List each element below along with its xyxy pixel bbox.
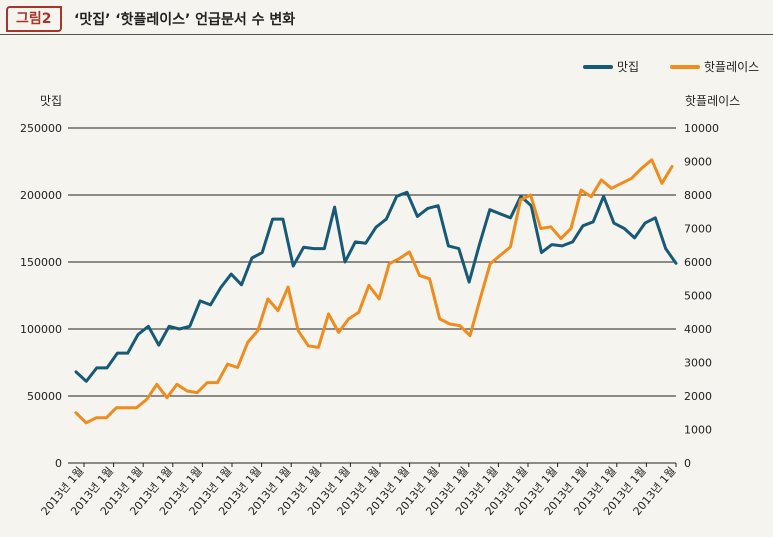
y-left-tick-label: 250000 [20, 122, 62, 135]
header-divider [0, 34, 773, 35]
y-left-tick-label: 0 [55, 457, 62, 470]
legend-item-hotplace: 핫플레이스 [670, 60, 759, 74]
legend-label: 맛집 [617, 60, 639, 74]
y-right-tick-label: 10000 [684, 122, 719, 135]
legend-label: 핫플레이스 [704, 60, 759, 74]
y-right-tick-label: 2000 [684, 390, 712, 403]
figure-header: 그림2 ‘맛집’ ‘핫플레이스’ 언급문서 수 변화 [0, 0, 773, 36]
y-right-tick-label: 1000 [684, 424, 712, 437]
y-axis-left-ticks: 250000 200000 150000 100000 50000 0 [20, 122, 62, 470]
y-axis-right-ticks: 1000090008000700060005000400030002000100… [684, 122, 719, 470]
series-lines [74, 158, 678, 425]
series-line-matjip [74, 190, 678, 383]
y-left-tick-label: 100000 [20, 323, 62, 336]
y-right-tick-label: 6000 [684, 256, 712, 269]
y-right-tick-label: 4000 [684, 323, 712, 336]
legend-item-matjip: 맛집 [583, 60, 639, 74]
gridlines [68, 127, 676, 464]
y-left-tick-label: 50000 [27, 390, 62, 403]
y-left-tick-label: 150000 [20, 256, 62, 269]
y-right-tick-label: 5000 [684, 290, 712, 303]
y-right-tick-label: 9000 [684, 156, 712, 169]
figure-number-label: 그림2 [6, 6, 62, 32]
y-left-tick-label: 200000 [20, 189, 62, 202]
figure-title: ‘맛집’ ‘핫플레이스’ 언급문서 수 변화 [74, 12, 296, 28]
y-right-tick-label: 3000 [684, 357, 712, 370]
y-right-tick-label: 7000 [684, 223, 712, 236]
legend: 맛집 핫플레이스 [583, 60, 759, 74]
y-right-tick-label: 0 [684, 457, 691, 470]
y-axis-right-title: 핫플레이스 [685, 94, 740, 108]
series-line-hotplace [74, 158, 674, 425]
y-axis-left-title: 맛집 [40, 94, 62, 108]
y-right-tick-label: 8000 [684, 189, 712, 202]
